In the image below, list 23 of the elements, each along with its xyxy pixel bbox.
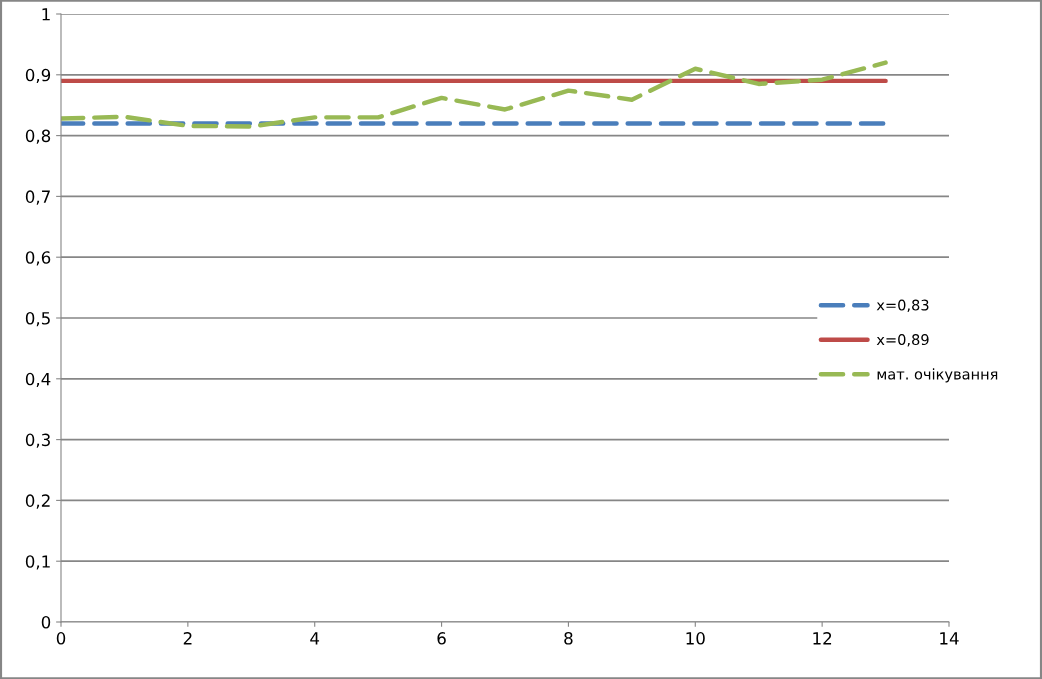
x-tick-label: 14 [940,632,959,645]
y-tick-label: 0,2 [25,494,50,509]
x-tick-label: 2 [183,632,192,645]
y-tick-label: 0 [41,615,51,629]
x-tick-label: 6 [437,632,446,645]
x-tick-label: 4 [310,632,320,645]
x-tick-label: 10 [686,632,705,645]
line-series [61,60,888,129]
legend-label: x=0,83 [876,299,929,313]
y-tick-label: 0,1 [25,555,50,570]
y-tick-label: 1 [42,8,50,21]
y-tick-label: 0,6 [25,251,51,266]
y-tick-label: 0,3 [25,433,50,448]
legend-label: x=0,89 [876,334,929,347]
y-tick-label: 0,5 [25,311,50,327]
y-tick-label: 0,9 [25,68,51,84]
x-tick-label: 8 [564,632,573,645]
x-tick-label: 0 [56,632,66,645]
x-tick-label: 12 [813,632,832,645]
y-tick-label: 0,7 [25,190,50,205]
legend-label: мат. очікування [877,368,998,383]
y-tick-label: 0,4 [25,372,51,388]
y-tick-label: 0,8 [25,129,51,144]
